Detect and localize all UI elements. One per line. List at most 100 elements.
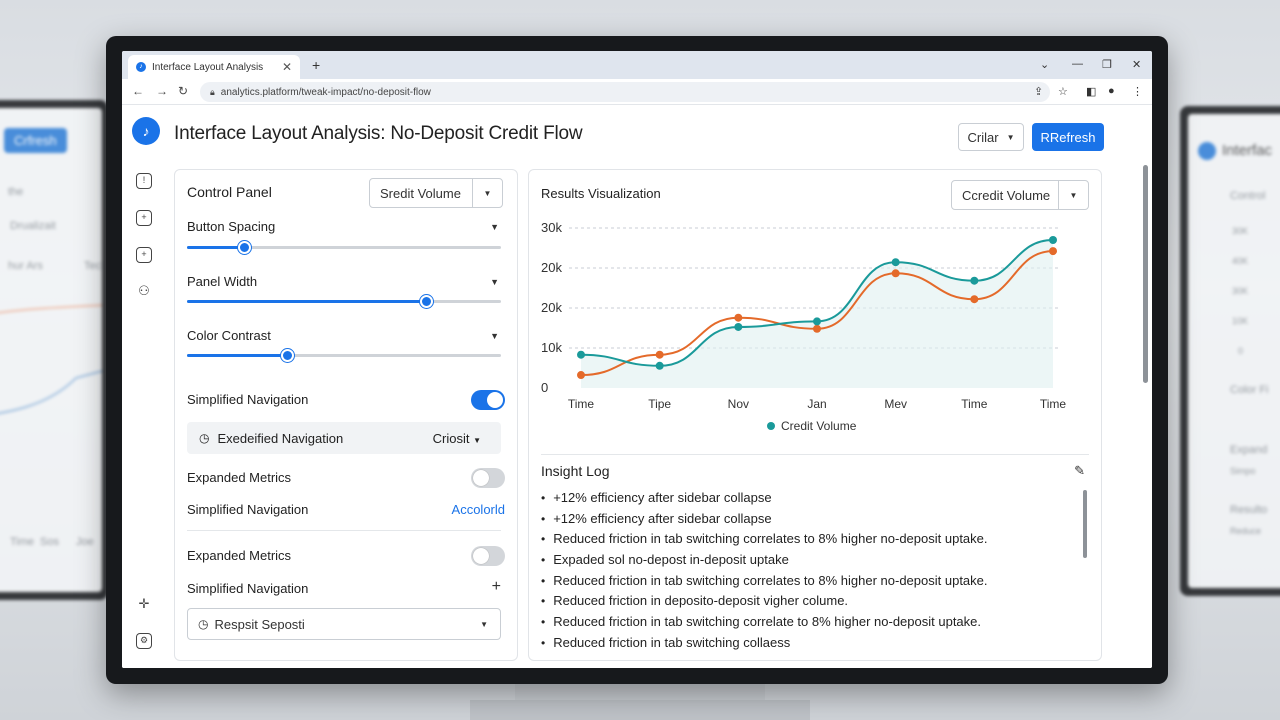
chevron-down-icon[interactable]: ▼ [490, 277, 499, 287]
insight-log-list: +12% efficiency after sidebar collapse+1… [541, 488, 1071, 654]
data-point [813, 317, 821, 326]
bg-refresh-button: Crfresh [4, 128, 67, 153]
sidebar-icon[interactable]: ◧ [1086, 86, 1097, 98]
y-tick-label: 0 [541, 380, 548, 395]
chevron-down-icon: ▼ [1006, 132, 1015, 142]
settings-icon[interactable]: ⚙ [136, 633, 152, 649]
panel-width-slider[interactable] [187, 295, 501, 308]
app: ♪ Interface Layout Analysis: No-Deposit … [122, 105, 1152, 668]
simplified-navigation-toggle[interactable] [471, 390, 505, 410]
bg-tick: Time [10, 536, 35, 548]
edit-icon[interactable]: ✎ [1074, 463, 1085, 478]
data-point [734, 322, 743, 331]
subrow-select[interactable]: Criosit ▼ [433, 431, 481, 446]
chevron-down-icon[interactable]: ⌄ [1040, 59, 1050, 71]
results-line-chart: 30k 20k 20k 10k 0 Time Tipe Nov Jan Mev Time Time Cr… [541, 220, 1066, 433]
bg-chart [0, 304, 102, 414]
divider [541, 454, 1089, 455]
divider [187, 530, 501, 531]
expanded-metrics-toggle[interactable] [471, 468, 505, 488]
filter-label: Crilar [967, 129, 999, 145]
bg-tick: Sos [40, 536, 59, 548]
button-spacing-slider[interactable] [187, 241, 501, 254]
toggle-knob [473, 548, 489, 564]
clock-icon: ◷ [198, 617, 209, 631]
toggle-knob [473, 470, 489, 486]
browser-tab-bar: ♪ Interface Layout Analysis ✕ + ⌄ — ❐ ✕ [122, 51, 1152, 79]
bg-control: Control [1230, 190, 1266, 202]
log-scrollbar[interactable] [1083, 490, 1087, 558]
x-tick-label: Tipe [648, 397, 671, 411]
control-panel-title: Control Panel [187, 184, 272, 200]
share-icon[interactable]: ⇪ [1034, 86, 1044, 98]
insight-log-item: Reduced friction in tab switching correl… [541, 529, 1071, 550]
star-icon[interactable]: ☆ [1058, 86, 1068, 98]
close-tab-icon[interactable]: ✕ [281, 60, 292, 74]
filter-select[interactable]: Crilar ▼ [958, 123, 1024, 151]
users-icon[interactable]: ⚇ [138, 283, 150, 298]
slider-thumb[interactable] [281, 349, 295, 362]
clock-icon: ◷ [199, 431, 210, 445]
bg-res: Resulto [1230, 504, 1268, 516]
slider-fill [187, 246, 244, 249]
browser-tab[interactable]: ♪ Interface Layout Analysis ✕ [128, 55, 300, 79]
chevron-down-icon[interactable]: ▼ [490, 222, 499, 232]
bg-tick: 10K [1232, 316, 1249, 326]
back-icon[interactable]: ← [132, 84, 144, 98]
data-point [891, 269, 900, 278]
add-icon[interactable]: + [491, 578, 501, 595]
url-field[interactable]: 🔒︎ analytics.platform/tweak-impact/no-de… [200, 82, 1050, 102]
forward-icon[interactable]: → [156, 84, 168, 98]
data-point [813, 324, 821, 333]
color-contrast-slider[interactable] [187, 349, 501, 362]
tab-title: Interface Layout Analysis [152, 61, 264, 73]
info-icon[interactable]: ! [136, 173, 152, 189]
legend-label: Credit Volume [781, 419, 857, 433]
slider-thumb[interactable] [237, 241, 251, 254]
page-scrollbar[interactable] [1143, 165, 1148, 383]
insight-log-item: Reduced friction in tab switching collae… [541, 633, 1071, 654]
results-metric-select[interactable]: Ccredit Volume ▼ [951, 180, 1089, 210]
profile-icon[interactable]: ● [1108, 85, 1115, 97]
x-tick-label: Nov [728, 397, 749, 411]
refresh-button[interactable]: RRefresh [1032, 123, 1104, 151]
toggle-knob [487, 392, 503, 408]
menu-icon[interactable]: ⋮ [1132, 86, 1143, 98]
deposit-select[interactable]: ◷ Respsit Seposti ▼ [187, 608, 501, 640]
y-tick-label: 30k [541, 220, 562, 235]
app-logo-icon: ♪ [132, 117, 160, 145]
nav-link[interactable]: Accolorld [451, 502, 505, 517]
slider-fill [187, 300, 426, 303]
bg-label: the [8, 186, 24, 198]
expanded-metrics-toggle-2[interactable] [471, 546, 505, 566]
bg-tick: 40K [1232, 256, 1249, 266]
add-icon[interactable]: + [136, 210, 152, 226]
bg-color: Color Fi [1230, 384, 1269, 396]
plus-square-icon[interactable]: + [136, 247, 152, 263]
slider-thumb[interactable] [419, 295, 433, 308]
bg-red: Reduce [1230, 526, 1262, 536]
navigation-subrow[interactable]: ◷ Exedeified Navigation Criosit ▼ [187, 422, 501, 454]
subrow-select-value: Criosit [432, 430, 470, 446]
close-window-icon[interactable]: ✕ [1132, 59, 1142, 71]
x-tick-label: Jan [807, 397, 826, 411]
move-icon[interactable]: ✛ [138, 596, 150, 611]
bg-tick: 0 [1238, 346, 1244, 356]
bg-tick: 30K [1232, 226, 1249, 236]
main-monitor: ♪ Interface Layout Analysis ✕ + ⌄ — ❐ ✕ … [106, 36, 1168, 684]
chevron-down-icon[interactable]: ▼ [490, 331, 499, 341]
chevron-down-icon: ▼ [1058, 181, 1088, 209]
bg-tick: Joe [76, 536, 94, 548]
new-tab-icon[interactable]: + [312, 57, 321, 73]
nav-add-label: Simplified Navigation [187, 581, 309, 596]
lock-icon: 🔒︎ [210, 86, 215, 97]
data-point [655, 361, 664, 370]
metric-select-value: Sredit Volume [380, 185, 461, 201]
reload-icon[interactable]: ↻ [178, 84, 189, 98]
metric-select[interactable]: Sredit Volume ▼ [369, 178, 503, 208]
minimize-icon[interactable]: — [1072, 58, 1083, 70]
y-tick-label: 20k [541, 260, 562, 275]
maximize-icon[interactable]: ❐ [1102, 59, 1112, 71]
nav-link-label: Simplified Navigation [187, 502, 309, 517]
insight-log-item: Reduced friction in tab switching correl… [541, 571, 1071, 592]
